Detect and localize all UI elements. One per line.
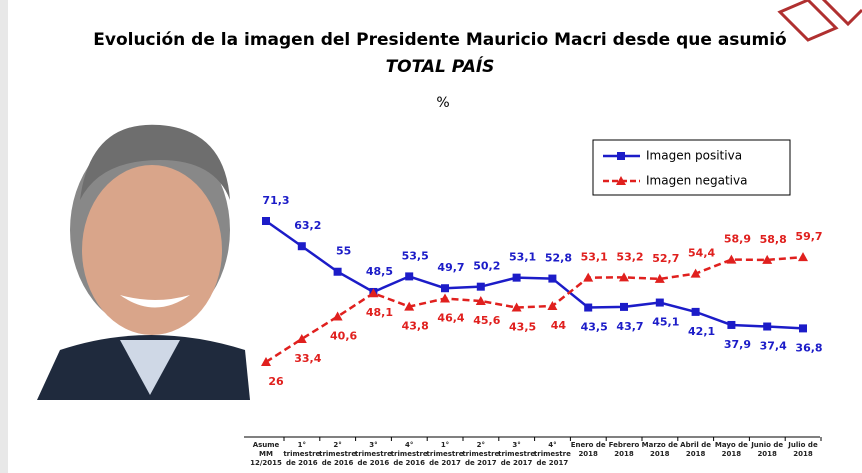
marker	[296, 333, 307, 343]
marker	[762, 254, 773, 264]
marker	[583, 272, 594, 282]
data-label: 48,1	[366, 306, 393, 319]
data-label: 43,7	[616, 320, 643, 333]
marker	[440, 293, 450, 303]
data-label: 50,2	[473, 260, 500, 273]
unit: %	[436, 95, 449, 111]
marker	[297, 242, 306, 251]
legend-label: Imagen positiva	[646, 149, 742, 163]
marker	[726, 254, 737, 264]
marker	[368, 288, 379, 298]
data-label: 52,8	[545, 252, 572, 265]
marker	[619, 272, 629, 282]
data-label: 63,2	[294, 219, 321, 232]
data-label: 48,5	[366, 265, 393, 278]
data-label: 44	[551, 319, 567, 332]
data-label: 59,7	[795, 230, 822, 243]
data-label: 37,4	[760, 340, 787, 353]
x-tick-label: Febrero 2018	[608, 441, 640, 458]
legend-label: Imagen negativa	[646, 174, 747, 188]
x-tick-label: Mayo de 2018	[714, 441, 748, 458]
data-label: 71,3	[262, 194, 289, 207]
data-label: 42,1	[688, 325, 715, 338]
data-label: 49,7	[437, 261, 464, 274]
x-tick-label: Abril de 2018	[680, 441, 712, 458]
data-label: 36,8	[795, 341, 822, 354]
x-tick-label: Asume MM 12/2015	[250, 441, 282, 467]
marker	[262, 217, 270, 225]
x-tick-label: Enero de 2018	[570, 441, 606, 458]
data-label: 53,5	[402, 249, 429, 262]
data-label: 53,1	[581, 251, 608, 264]
chart-subtitle: TOTAL PAÍS	[386, 55, 495, 77]
x-tick-label: 4° trimestre de 2017	[533, 441, 571, 467]
x-tick-label: 2° trimestre de 2017	[462, 441, 500, 467]
marker	[333, 267, 342, 276]
marker	[727, 320, 736, 329]
data-label: 52,7	[652, 252, 679, 265]
marker	[616, 176, 626, 185]
series-line	[265, 219, 804, 330]
marker	[476, 282, 485, 291]
data-label: 43,8	[402, 320, 429, 333]
marker	[655, 298, 664, 307]
data-label: 55	[336, 245, 351, 258]
marker	[404, 301, 415, 311]
marker	[548, 274, 557, 283]
data-label: 37,9	[724, 338, 751, 351]
data-label: 45,1	[652, 316, 679, 329]
marker	[691, 307, 700, 316]
marker	[547, 300, 558, 310]
marker	[332, 311, 343, 321]
data-label: 45,6	[473, 314, 500, 327]
marker	[654, 273, 665, 283]
marker	[799, 324, 807, 333]
marker	[690, 268, 701, 278]
data-label: 33,4	[294, 352, 321, 365]
marker	[763, 322, 772, 331]
series-line	[265, 255, 804, 364]
x-tick-label: 1° trimestre de 2016	[283, 441, 321, 467]
data-label: 53,1	[509, 251, 536, 264]
marker	[511, 302, 522, 312]
x-tick-label: 1° trimestre de 2017	[426, 441, 464, 467]
x-tick-label: 4° trimestre de 2016	[390, 441, 428, 467]
marker	[475, 295, 486, 305]
data-label: 58,8	[760, 233, 787, 246]
marker	[441, 284, 449, 293]
marker	[617, 152, 625, 160]
x-tick-label: 3° trimestre de 2017	[498, 441, 536, 467]
marker	[405, 272, 414, 281]
marker	[512, 273, 521, 282]
data-label: 43,5	[509, 321, 536, 334]
x-tick-label: 3° trimestre de 2016	[354, 441, 392, 467]
data-label: 40,6	[330, 330, 357, 343]
data-label: 54,4	[688, 247, 715, 260]
x-tick-label: 2° trimestre de 2016	[319, 441, 357, 467]
data-label: 46,4	[437, 312, 464, 325]
x-tick-label: Marzo de 2018	[641, 441, 678, 458]
logo	[777, 0, 862, 42]
data-label: 43,5	[581, 321, 608, 334]
marker	[261, 357, 271, 366]
legend	[592, 139, 791, 196]
x-tick-label: Julio de 2018	[788, 441, 818, 458]
chart-title: Evolución de la imagen del Presidente Ma…	[93, 30, 786, 50]
data-label: 26	[268, 375, 284, 388]
photo	[37, 124, 250, 400]
data-label: 53,2	[616, 250, 643, 263]
marker	[584, 303, 593, 312]
x-tick-label: Junio de 2018	[751, 441, 784, 458]
left-edge	[0, 0, 8, 473]
marker	[798, 252, 808, 262]
marker	[620, 302, 628, 311]
data-label: 58,9	[724, 233, 751, 246]
